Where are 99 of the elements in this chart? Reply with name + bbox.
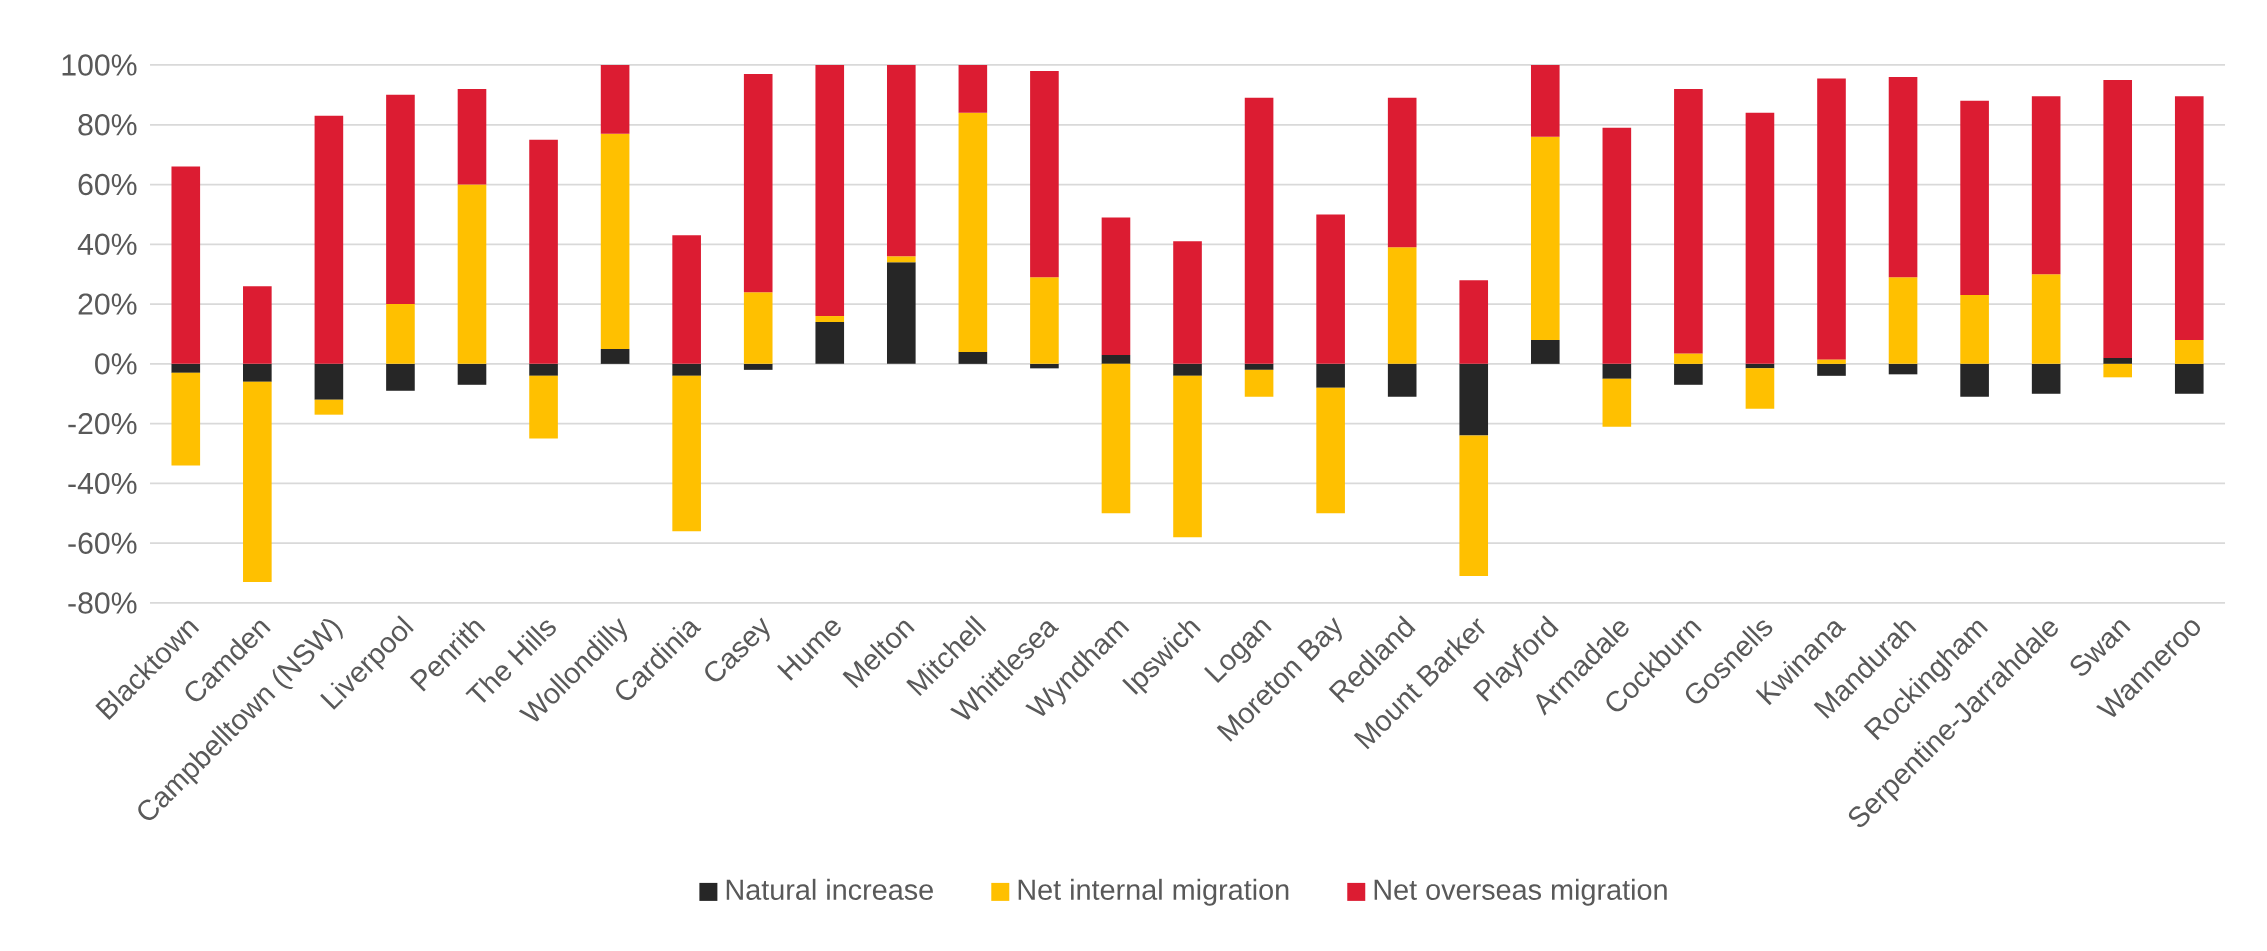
bar (314, 115, 344, 364)
bar (243, 286, 272, 364)
bar (2174, 339, 2204, 364)
bar (171, 363, 201, 373)
bar (1244, 363, 1274, 370)
y-tick-label: -60% (68, 532, 137, 554)
y-tick-label: 100% (62, 54, 137, 76)
bar (457, 184, 487, 364)
bar (1888, 363, 1918, 375)
legend-label: Net internal migration (1018, 878, 1289, 906)
bar (171, 166, 201, 364)
bar (529, 139, 558, 364)
bar (2174, 363, 2204, 394)
y-tick-label: 80% (78, 114, 137, 136)
bar (457, 363, 487, 385)
bar (1030, 363, 1059, 369)
bar (1244, 97, 1274, 364)
bar (1530, 64, 1560, 137)
bar (529, 375, 558, 439)
bar (743, 363, 773, 370)
bar (1674, 353, 1703, 364)
bar (600, 348, 630, 364)
bar (2103, 357, 2133, 364)
bar (1888, 76, 1918, 278)
bar (672, 375, 701, 532)
bar (1960, 100, 1989, 296)
bar (1030, 277, 1059, 364)
bar (1817, 359, 1846, 364)
legend-label: Net overseas migration (1374, 878, 1667, 906)
bar (600, 64, 630, 134)
y-tick-label: 60% (78, 173, 137, 196)
bar (1030, 70, 1059, 278)
bar (1960, 295, 1989, 364)
bar (386, 94, 415, 305)
bar (1602, 363, 1632, 379)
bar (1745, 112, 1775, 364)
bar (1674, 363, 1703, 385)
bar (1101, 363, 1131, 514)
bar (1459, 435, 1489, 577)
bar (2103, 79, 2133, 358)
bar (529, 363, 558, 376)
y-tick-label: -40% (68, 472, 137, 495)
bar (1173, 375, 1202, 538)
bar (1173, 363, 1202, 376)
y-tick-label: 40% (77, 233, 137, 255)
bar (2174, 96, 2204, 340)
bar (887, 64, 916, 257)
bar (887, 256, 916, 263)
bar (1387, 247, 1417, 364)
bar (386, 304, 415, 364)
bar (1817, 78, 1846, 360)
bar (1745, 368, 1775, 409)
bar (386, 363, 415, 391)
bar (2031, 363, 2061, 394)
bar (1960, 363, 1989, 397)
bar (672, 363, 701, 376)
y-tick-label: 0% (95, 353, 137, 375)
bar (958, 112, 988, 352)
bar (314, 399, 344, 415)
bar (1173, 241, 1202, 364)
bar (1387, 97, 1417, 248)
bar (1674, 88, 1703, 354)
bar (815, 316, 845, 323)
bar (887, 262, 916, 364)
bar (1316, 363, 1345, 388)
bar (1459, 280, 1489, 364)
bar (1530, 136, 1560, 340)
bar (243, 363, 272, 382)
bar (2031, 96, 2061, 275)
bar (1888, 277, 1918, 364)
bar (2031, 274, 2061, 364)
y-tick-label: -20% (68, 412, 137, 435)
bar (958, 64, 988, 113)
bar (958, 351, 988, 364)
y-tick-label: -80% (68, 592, 137, 614)
bar (743, 292, 773, 364)
bar (1316, 214, 1345, 364)
bar (815, 64, 845, 317)
bar (1459, 363, 1489, 436)
bar (243, 381, 272, 583)
bar (1817, 363, 1846, 376)
bar (600, 133, 630, 349)
bar (314, 363, 344, 400)
y-tick-label: 20% (78, 293, 137, 315)
bar (1316, 387, 1345, 514)
bar (2103, 363, 2133, 378)
bar (815, 322, 845, 364)
legend-label: Natural increase (726, 878, 933, 900)
bar (743, 73, 773, 293)
bar (1101, 217, 1131, 355)
bar (672, 235, 701, 364)
bar (1602, 127, 1632, 364)
bar (1244, 369, 1274, 397)
bar (171, 372, 201, 466)
bar (1101, 354, 1131, 364)
bar (457, 88, 487, 185)
bar (1530, 339, 1560, 364)
bar (1602, 378, 1632, 427)
bar (1387, 363, 1417, 397)
